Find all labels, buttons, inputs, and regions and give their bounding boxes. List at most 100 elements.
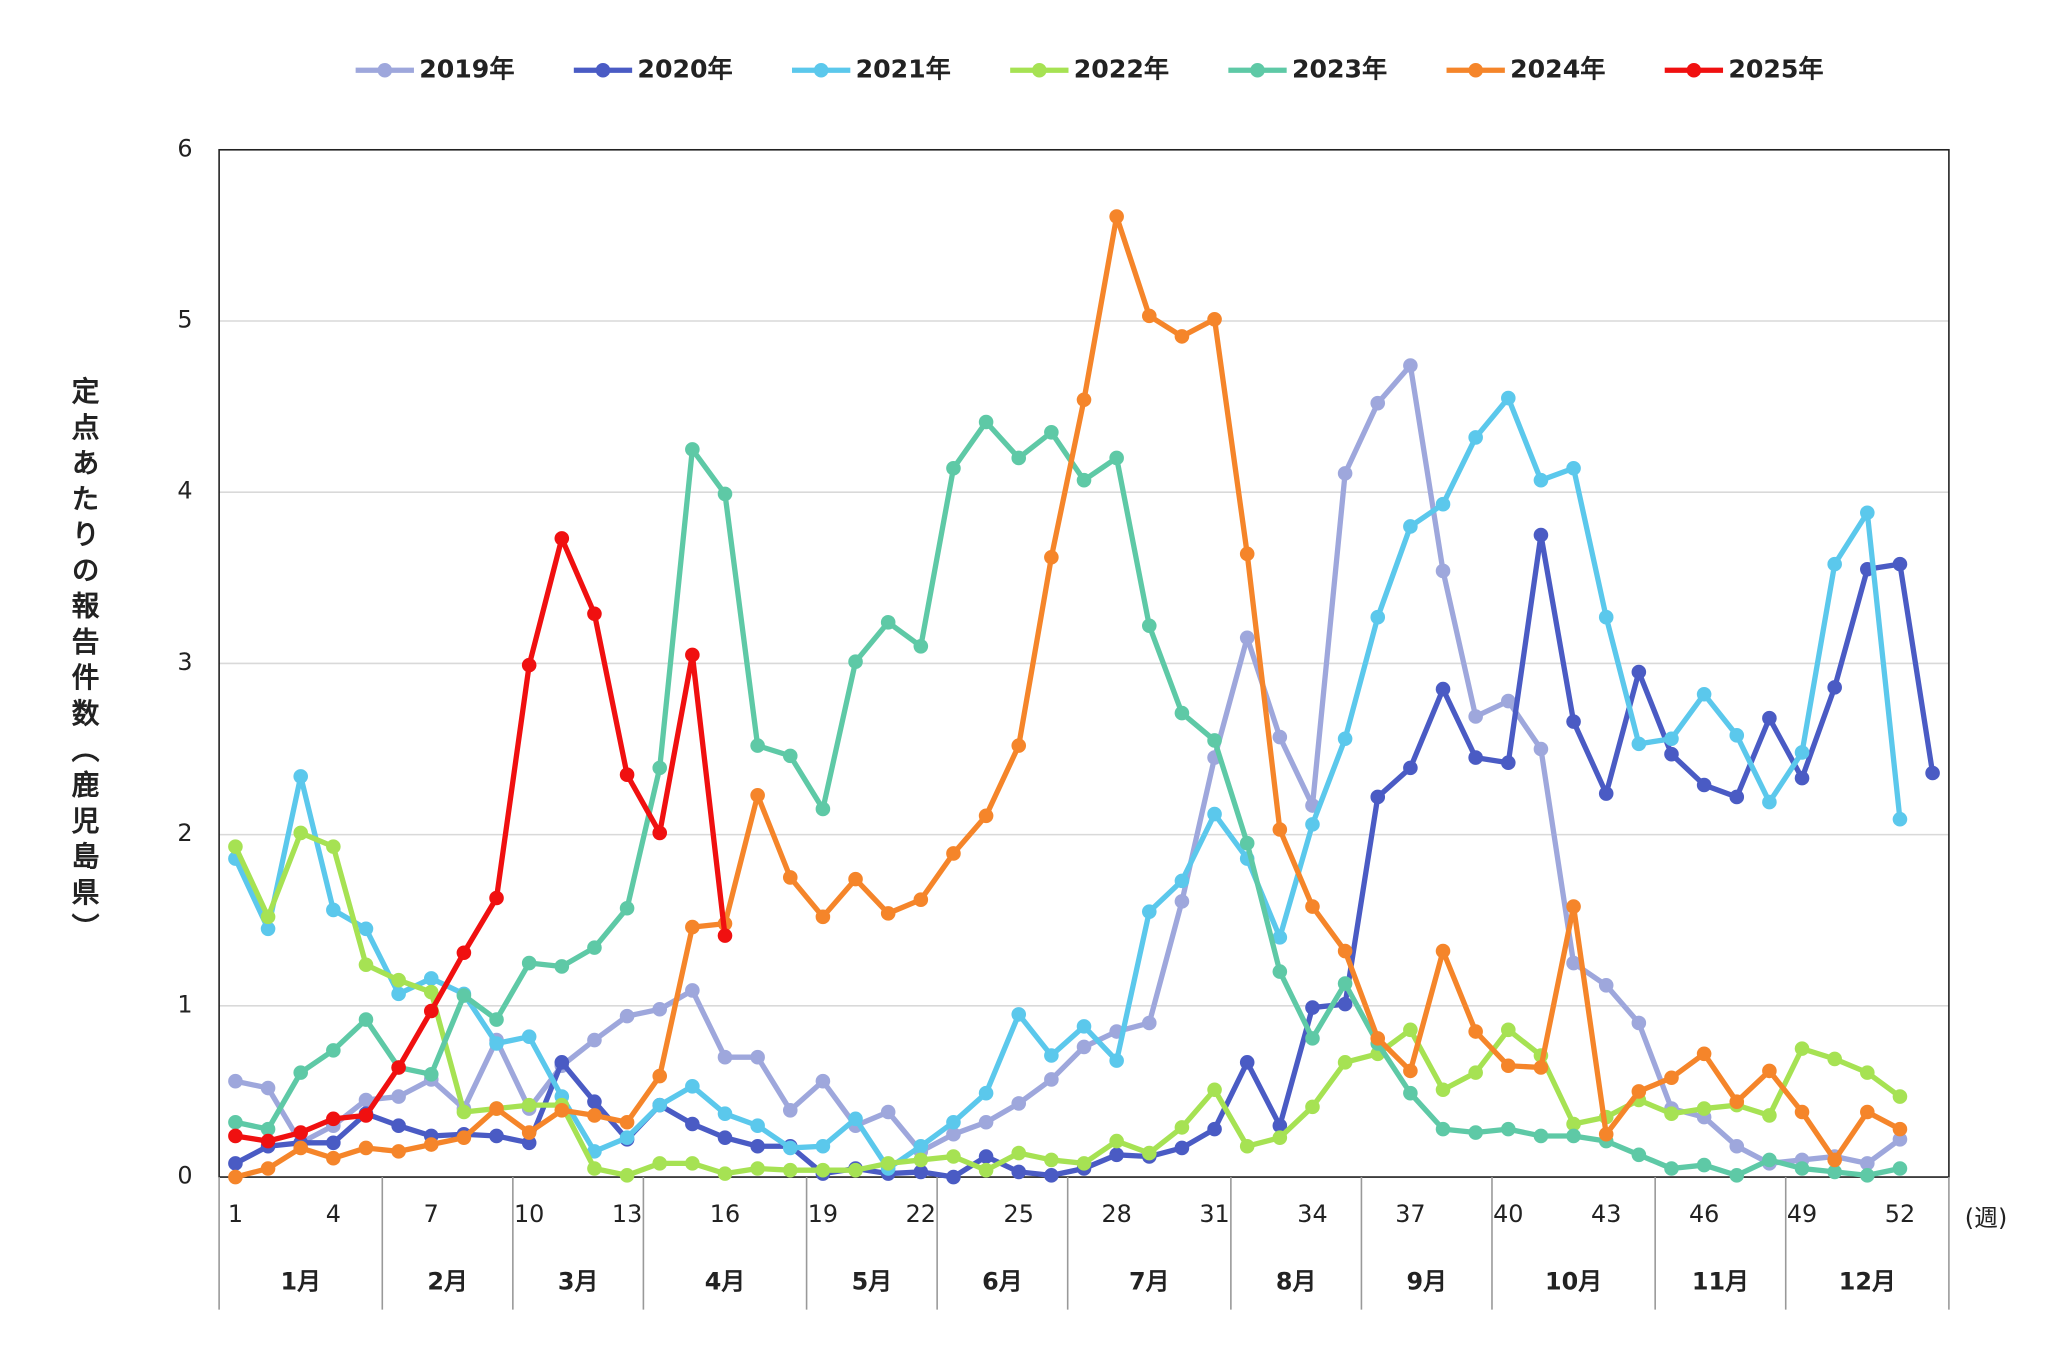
data-point — [1762, 1152, 1777, 1168]
data-point — [1566, 460, 1581, 476]
data-point — [1729, 728, 1745, 743]
data-point — [1272, 930, 1288, 945]
data-point — [1729, 1094, 1745, 1110]
x-tick-label: 34 — [1297, 1200, 1327, 1228]
data-point — [326, 839, 341, 854]
data-point — [848, 654, 863, 669]
data-point — [1370, 1031, 1386, 1046]
data-point — [1403, 1022, 1418, 1038]
y-tick-label: 3 — [177, 648, 192, 676]
data-point — [717, 1049, 733, 1065]
data-point — [423, 1003, 439, 1019]
month-label: 3月 — [558, 1268, 598, 1296]
data-point — [358, 1012, 374, 1027]
data-point — [1076, 472, 1092, 488]
data-point — [358, 1108, 374, 1123]
data-point — [521, 1125, 537, 1140]
data-point — [521, 1029, 537, 1044]
data-point — [619, 1130, 635, 1145]
data-point — [587, 940, 602, 955]
y-tick-label: 2 — [177, 819, 192, 847]
data-point — [1631, 1015, 1647, 1031]
data-point — [1501, 693, 1516, 709]
data-point — [554, 531, 570, 546]
data-point — [423, 1137, 439, 1152]
data-point — [456, 988, 472, 1003]
data-point — [1729, 1168, 1745, 1183]
data-point — [1860, 1156, 1875, 1171]
legend-label: 2023年 — [1292, 54, 1387, 83]
data-point — [1501, 390, 1516, 406]
data-point — [1011, 1164, 1027, 1180]
data-point — [880, 906, 896, 921]
data-point — [619, 767, 635, 782]
data-point — [358, 1092, 374, 1108]
x-tick-label: 25 — [1004, 1200, 1034, 1228]
data-point — [978, 1162, 994, 1178]
data-point — [1272, 1130, 1288, 1145]
data-point — [782, 1140, 798, 1156]
data-point — [750, 738, 765, 753]
data-point — [1501, 1121, 1516, 1137]
data-point — [946, 460, 961, 476]
data-point — [293, 825, 308, 841]
data-point — [1011, 450, 1027, 466]
data-point — [1174, 1120, 1190, 1135]
data-point — [1011, 1145, 1027, 1161]
data-point — [1403, 519, 1418, 534]
x-tick-label: 28 — [1101, 1200, 1131, 1228]
data-point — [848, 1111, 863, 1127]
data-point — [587, 1108, 602, 1123]
data-point — [1076, 392, 1092, 408]
data-point — [1435, 681, 1451, 697]
data-point — [1892, 1121, 1908, 1137]
data-point — [913, 639, 929, 654]
x-tick-label: 19 — [808, 1200, 838, 1228]
data-point — [1794, 1104, 1810, 1120]
data-point — [1696, 1046, 1712, 1062]
month-label: 10月 — [1545, 1268, 1602, 1296]
data-point — [1794, 745, 1810, 760]
data-point — [1403, 358, 1418, 373]
data-point — [978, 1114, 994, 1130]
data-point — [1435, 1121, 1451, 1137]
data-point — [423, 984, 439, 1000]
data-point — [1174, 329, 1190, 344]
data-point — [1076, 1019, 1092, 1034]
data-point — [1141, 904, 1157, 919]
data-point — [1664, 1070, 1679, 1086]
data-point — [423, 1067, 439, 1082]
x-tick-label: 22 — [906, 1200, 936, 1228]
data-point — [1598, 786, 1614, 801]
month-label: 8月 — [1276, 1268, 1316, 1296]
data-point — [1011, 1096, 1027, 1111]
data-point — [1696, 777, 1712, 793]
data-point — [293, 769, 308, 784]
data-point — [1403, 1063, 1418, 1079]
data-point — [1860, 1168, 1875, 1183]
data-point — [1631, 664, 1647, 680]
data-point — [652, 1097, 668, 1113]
data-point — [1337, 996, 1353, 1012]
data-point — [1468, 750, 1483, 765]
x-tick-label: 49 — [1787, 1200, 1817, 1228]
data-point — [1239, 835, 1255, 851]
legend-marker — [1686, 62, 1702, 78]
data-point — [782, 870, 798, 885]
data-point — [1566, 1116, 1581, 1132]
x-axis-label: (週) — [1965, 1204, 2007, 1232]
data-point — [1664, 746, 1679, 762]
data-point — [1337, 943, 1353, 959]
data-point — [521, 955, 537, 971]
legend-marker — [1250, 62, 1265, 78]
data-point — [326, 1150, 341, 1166]
data-point — [685, 919, 700, 935]
data-point — [1696, 1157, 1712, 1173]
data-point — [1239, 1138, 1255, 1154]
data-point — [1566, 714, 1581, 729]
data-point — [815, 1162, 831, 1178]
data-point — [1827, 1051, 1842, 1067]
data-point — [489, 1128, 504, 1144]
data-point — [260, 1080, 276, 1096]
month-label: 7月 — [1129, 1268, 1169, 1296]
